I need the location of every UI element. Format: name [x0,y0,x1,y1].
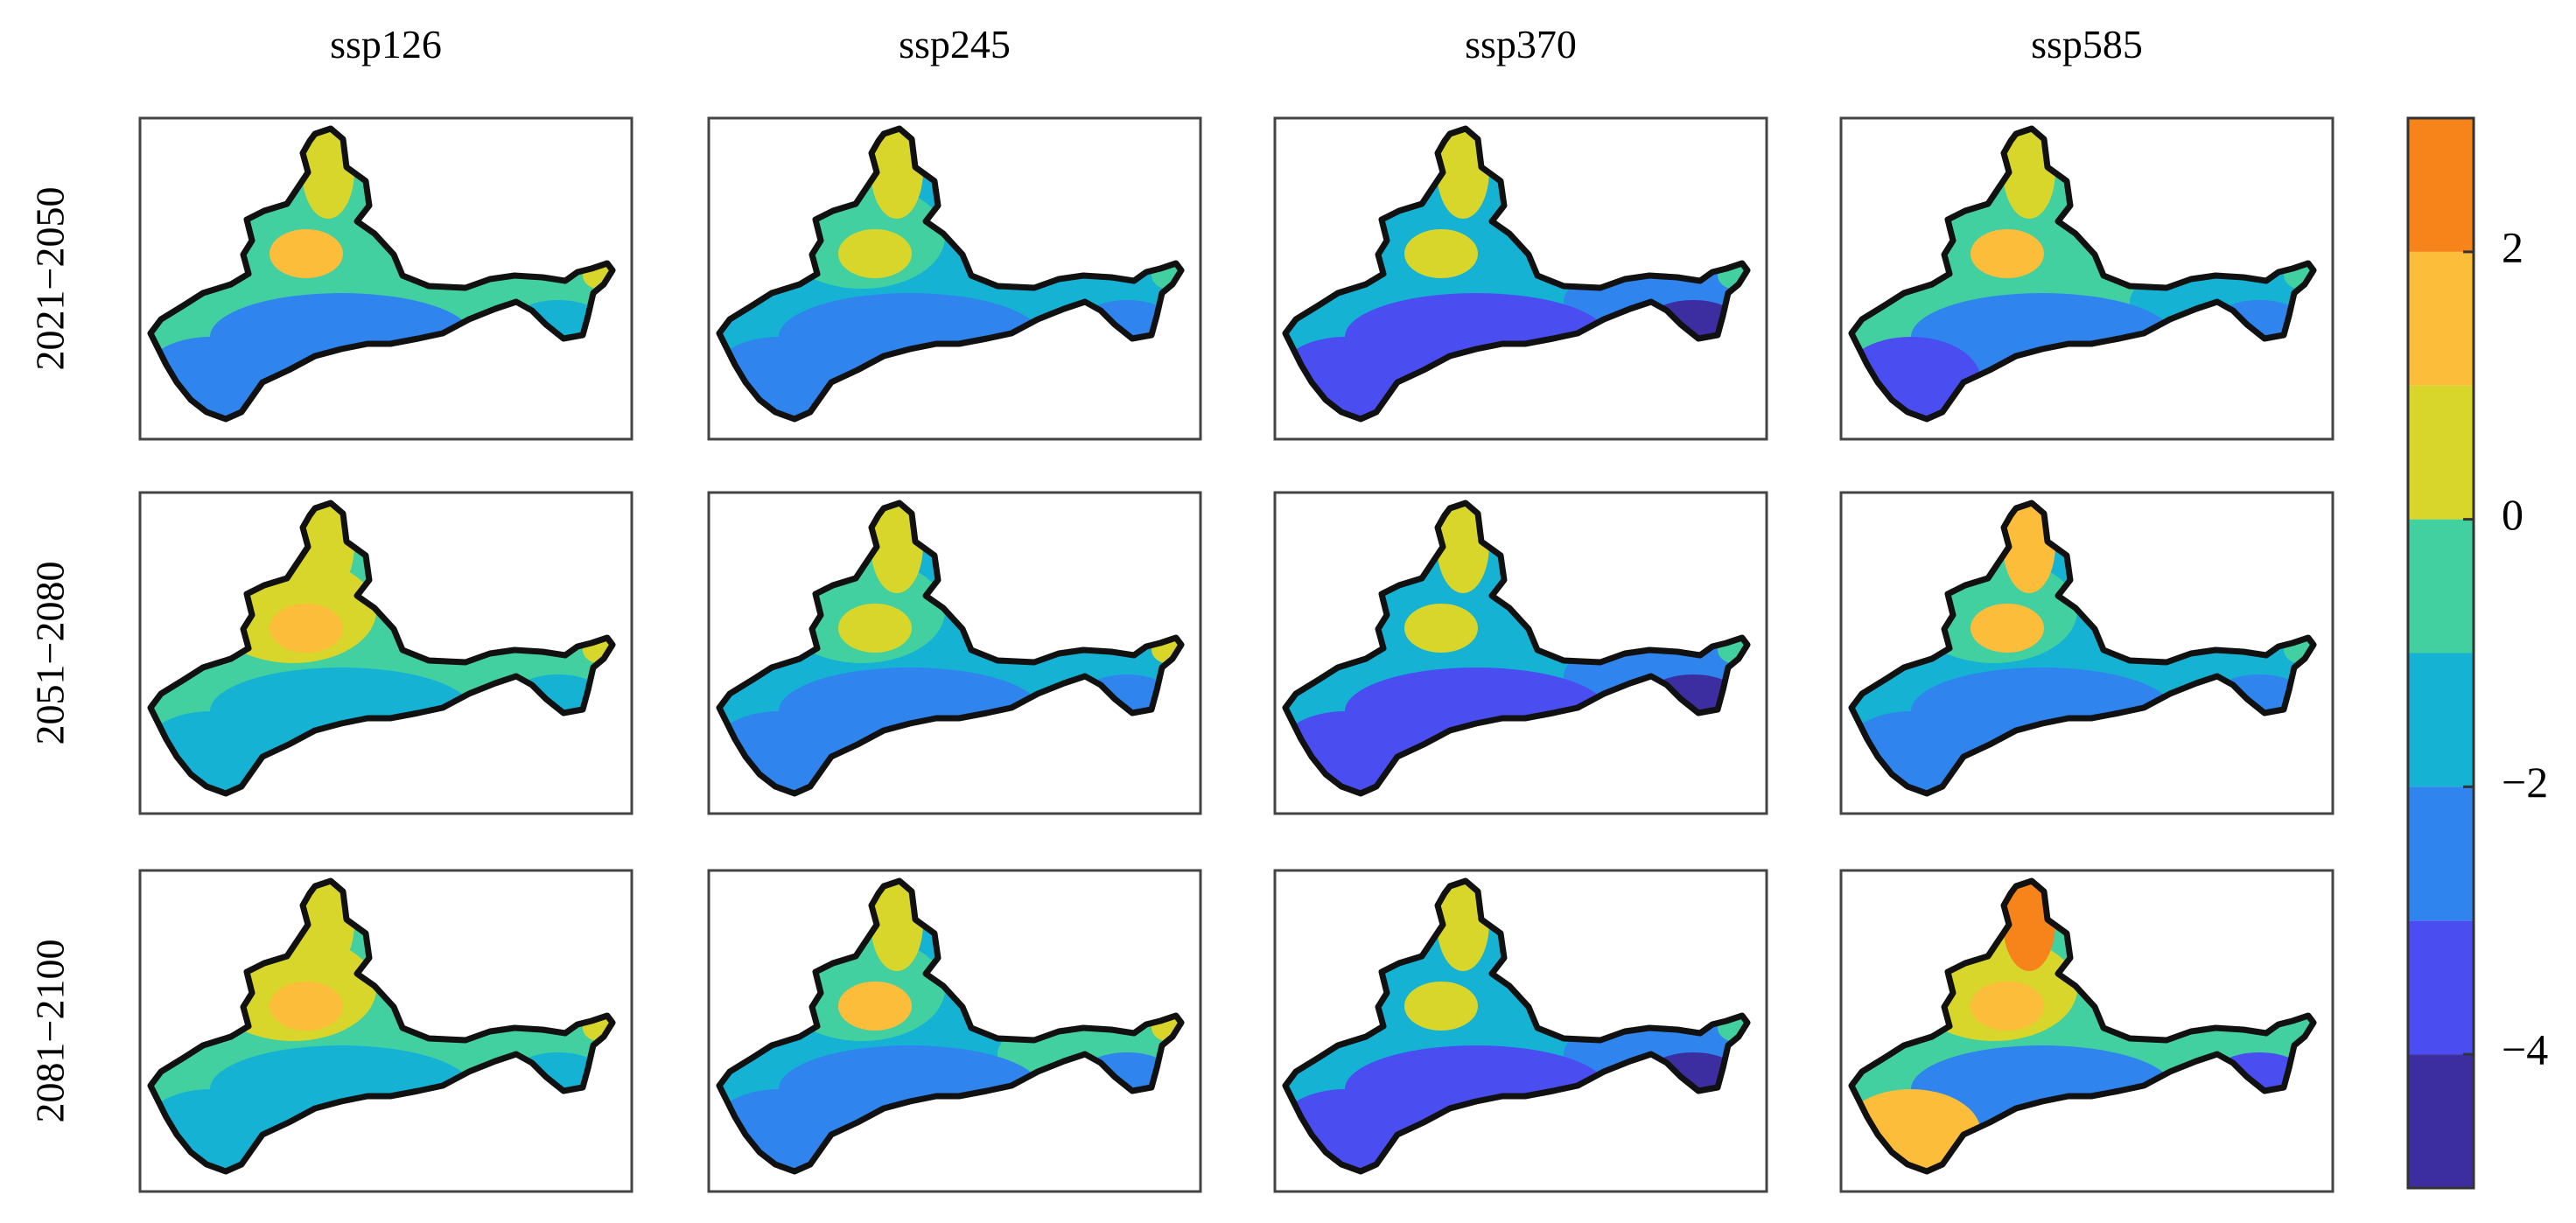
row-title: 2051−2080 [28,562,73,745]
basin-outline [1848,500,2317,797]
colorbar-segment [2408,519,2474,653]
map-panel [1839,491,2334,815]
colorbar-segment [2408,251,2474,386]
region-center [1970,982,2044,1031]
row-title: 2081−2100 [28,940,73,1123]
basin-outline [716,500,1185,797]
basin-outline [1848,877,2317,1175]
region-center [1970,604,2044,653]
region-center [270,604,343,653]
region-center [1404,982,1478,1031]
colorbar-segment [2408,385,2474,520]
colorbar-frame [2406,116,2475,1190]
map-panel [138,116,634,441]
map-panel [138,491,634,815]
basin-outline [147,125,616,423]
map-panel [1273,869,1768,1193]
basin-outline [716,125,1185,423]
basin-outline [147,877,616,1175]
row-titles: 2021−2050 2051−2080 2081−2100 [28,187,73,1123]
basin-outline [1282,125,1751,423]
basin-outline [716,877,1185,1175]
column-titles: ssp126 ssp245 ssp370 ssp585 [330,22,2143,66]
region-center [1970,229,2044,278]
column-title: ssp585 [2031,22,2143,66]
basin-outline [1282,500,1751,797]
map-panels [138,116,2334,1193]
region-center [1404,229,1478,278]
region-center [1404,604,1478,653]
colorbar-tick-label: −4 [2502,1025,2548,1074]
column-title: ssp370 [1465,22,1577,66]
map-panel [707,491,1202,815]
basin-outline [1848,125,2317,423]
colorbar: 2 0 −2 −4 [2406,116,2548,1190]
map-panel [707,116,1202,441]
colorbar-tick-label: 2 [2502,222,2524,271]
map-panel [1273,491,1768,815]
map-panel [1839,869,2334,1193]
basin-outline [1282,877,1751,1175]
map-panel [1273,116,1768,441]
map-panel [707,869,1202,1193]
map-panel [1839,116,2334,441]
colorbar-segment [2408,1054,2474,1188]
region-center [270,982,343,1031]
column-title: ssp126 [330,22,442,66]
colorbar-segment [2408,786,2474,921]
region-center [838,229,912,278]
colorbar-tick-label: 0 [2502,490,2524,539]
column-title: ssp245 [899,22,1011,66]
region-center [838,982,912,1031]
basin-outline [147,500,616,797]
colorbar-segment [2408,920,2474,1055]
region-center [838,604,912,653]
colorbar-tick-label: −2 [2502,758,2548,807]
colorbar-segment [2408,118,2474,252]
map-panel [138,869,634,1193]
colorbar-segment [2408,653,2474,787]
row-title: 2021−2050 [28,187,73,371]
region-center [270,229,343,278]
